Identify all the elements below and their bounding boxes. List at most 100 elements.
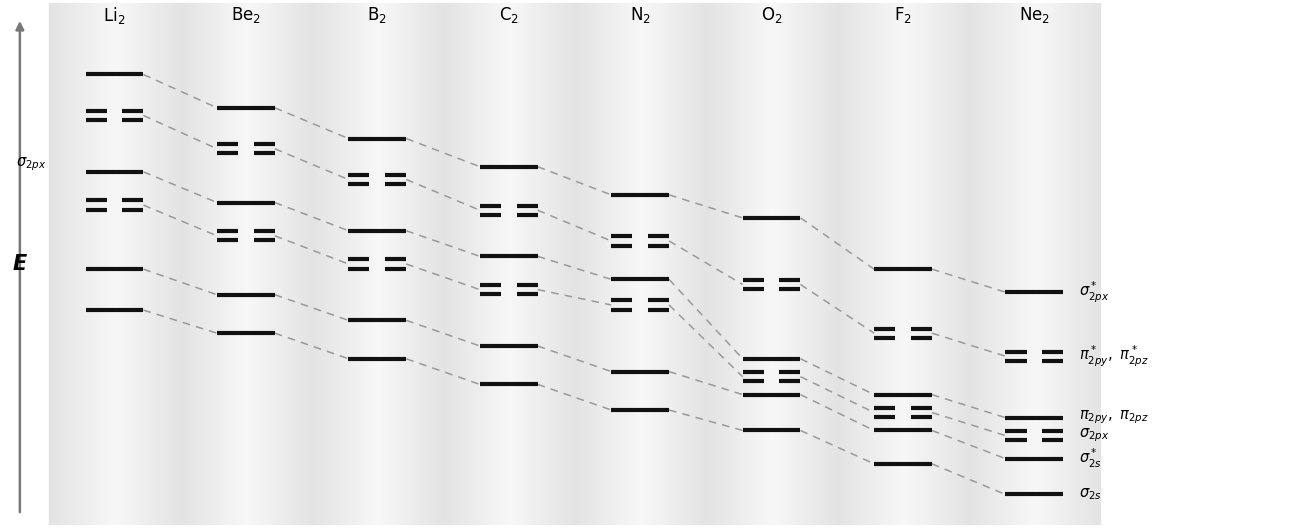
Bar (121, 3, 125, 525)
Bar (118, 3, 121, 525)
Text: $\sigma_{2px}$: $\sigma_{2px}$ (16, 155, 46, 173)
Bar (194, 3, 196, 525)
Bar (108, 3, 112, 525)
Bar (134, 3, 138, 525)
Bar (555, 3, 558, 525)
Text: $\boldsymbol{E}$: $\boldsymbol{E}$ (12, 254, 27, 274)
Bar (670, 3, 673, 525)
Bar (131, 3, 134, 525)
Bar (506, 3, 508, 525)
Bar (738, 3, 742, 525)
Bar (138, 3, 140, 525)
Bar (751, 3, 755, 525)
Bar (841, 3, 844, 525)
Bar (424, 3, 426, 525)
Text: $\sigma_{2s}$: $\sigma_{2s}$ (1079, 487, 1102, 502)
Bar (151, 3, 153, 525)
Bar (564, 3, 568, 525)
Bar (437, 3, 439, 525)
Bar (486, 3, 489, 525)
Bar (844, 3, 848, 525)
Bar (374, 3, 377, 525)
Bar (361, 3, 364, 525)
Bar (233, 3, 237, 525)
Bar (598, 3, 601, 525)
Bar (476, 3, 480, 525)
Bar (237, 3, 239, 525)
Bar (91, 3, 95, 525)
Bar (926, 3, 929, 525)
Bar (153, 3, 157, 525)
Bar (256, 3, 259, 525)
Bar (936, 3, 939, 525)
Bar (190, 3, 194, 525)
Bar (568, 3, 571, 525)
Text: Li$_2$: Li$_2$ (103, 5, 126, 26)
Bar (712, 3, 716, 525)
Bar (723, 3, 725, 525)
Bar (887, 3, 889, 525)
Bar (607, 3, 611, 525)
Bar (1074, 3, 1078, 525)
Bar (788, 3, 792, 525)
Bar (396, 3, 400, 525)
Text: $\sigma^*_{2px}$: $\sigma^*_{2px}$ (1079, 280, 1109, 305)
Bar (456, 3, 459, 525)
Bar (338, 3, 341, 525)
Bar (358, 3, 361, 525)
Bar (1093, 3, 1097, 525)
Bar (1097, 3, 1100, 525)
Bar (170, 3, 174, 525)
Bar (312, 3, 315, 525)
Bar (982, 3, 985, 525)
Bar (696, 3, 699, 525)
Bar (749, 3, 751, 525)
Bar (1028, 3, 1031, 525)
Bar (426, 3, 430, 525)
Bar (308, 3, 312, 525)
Bar (956, 3, 959, 525)
Bar (742, 3, 745, 525)
Bar (384, 3, 387, 525)
Bar (618, 3, 620, 525)
Bar (630, 3, 633, 525)
Bar (699, 3, 702, 525)
Bar (706, 3, 709, 525)
Bar (1044, 3, 1048, 525)
Bar (282, 3, 285, 525)
Bar (450, 3, 452, 525)
Bar (768, 3, 772, 525)
Bar (682, 3, 686, 525)
Bar (775, 3, 779, 525)
Bar (265, 3, 269, 525)
Bar (923, 3, 926, 525)
Bar (216, 3, 220, 525)
Bar (209, 3, 213, 525)
Bar (949, 3, 953, 525)
Bar (667, 3, 670, 525)
Bar (972, 3, 975, 525)
Bar (953, 3, 956, 525)
Bar (897, 3, 900, 525)
Bar (910, 3, 913, 525)
Bar (850, 3, 854, 525)
Bar (1024, 3, 1028, 525)
Bar (870, 3, 874, 525)
Bar (824, 3, 827, 525)
Bar (252, 3, 256, 525)
Bar (1011, 3, 1015, 525)
Bar (805, 3, 807, 525)
Bar (174, 3, 177, 525)
Bar (364, 3, 368, 525)
Bar (157, 3, 160, 525)
Bar (177, 3, 181, 525)
Bar (575, 3, 577, 525)
Bar (1070, 3, 1074, 525)
Bar (880, 3, 883, 525)
Bar (62, 3, 65, 525)
Bar (584, 3, 588, 525)
Bar (883, 3, 887, 525)
Bar (779, 3, 781, 525)
Bar (693, 3, 696, 525)
Bar (502, 3, 506, 525)
